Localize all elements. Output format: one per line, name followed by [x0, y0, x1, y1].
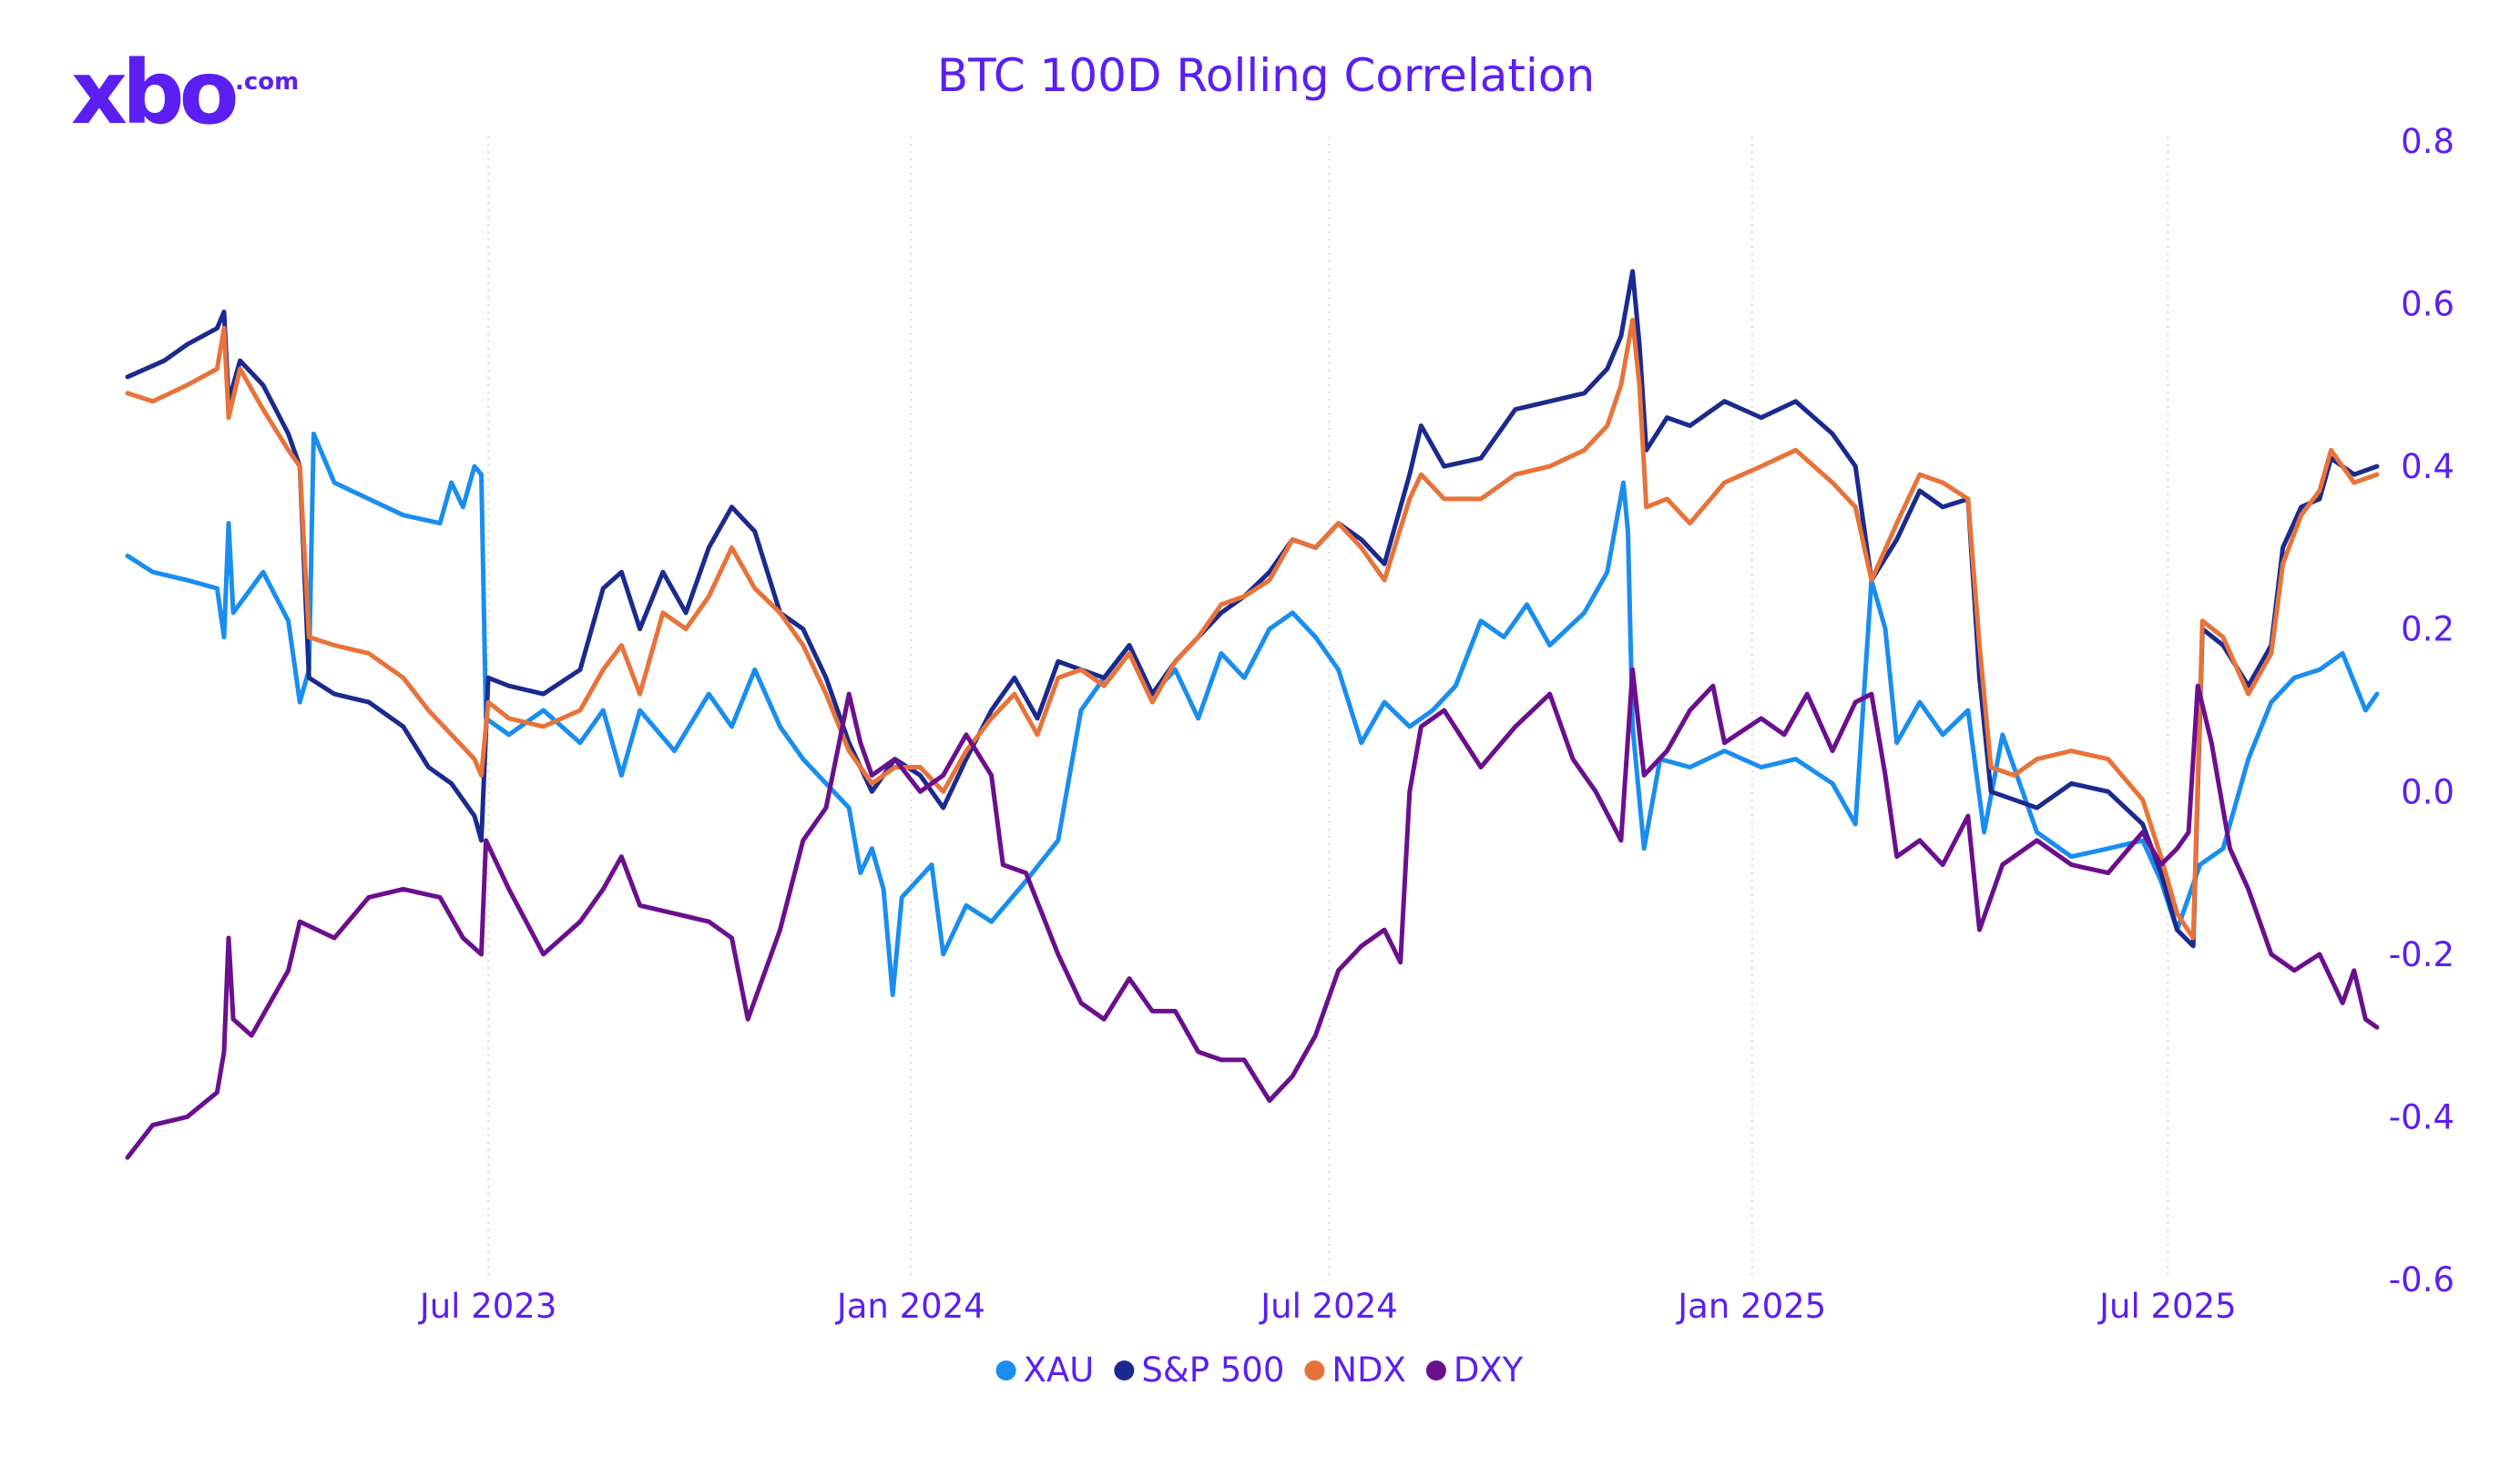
legend-marker-xau [995, 1360, 1016, 1381]
series-line-ndx [125, 317, 2380, 941]
y-tick-label: 0.2 [2401, 610, 2454, 649]
series-line-xau [125, 431, 2380, 997]
legend-marker-s-p-500 [1114, 1360, 1135, 1381]
legend-label-dxy[interactable]: DXY [1454, 1350, 1524, 1390]
x-tick-label: Jul 2024 [1259, 1287, 1398, 1326]
legend-label-xau[interactable]: XAU [1024, 1350, 1095, 1390]
x-tick-label: Jan 2025 [1676, 1287, 1826, 1326]
y-tick-label: -0.6 [2389, 1260, 2454, 1299]
chart-title: BTC 100D Rolling Correlation [937, 49, 1595, 102]
legend-marker-dxy [1425, 1360, 1446, 1381]
legend: XAU S&P 500 NDX DXY [995, 1350, 1524, 1390]
x-axis: Jul 2023 Jan 2024 Jul 2024 Jan 2025 Jul 2025 [418, 1287, 2237, 1326]
y-tick-label: 0.8 [2401, 122, 2454, 161]
y-tick-label: -0.4 [2389, 1097, 2454, 1136]
y-axis: 0.8 0.6 0.4 0.2 0.0 -0.2 -0.4 -0.6 [2389, 122, 2454, 1299]
logo-domain-suffix: .com [235, 68, 299, 96]
series-lines [125, 269, 2380, 1160]
y-tick-label: -0.2 [2389, 935, 2454, 974]
logo-wordmark: xbo [71, 42, 236, 144]
legend-label-ndx[interactable]: NDX [1331, 1350, 1406, 1390]
y-tick-label: 0.0 [2401, 772, 2454, 811]
y-tick-label: 0.4 [2401, 447, 2454, 486]
x-tick-label: Jul 2023 [418, 1287, 557, 1326]
x-tick-label: Jul 2025 [2097, 1287, 2237, 1326]
y-tick-label: 0.6 [2401, 285, 2454, 324]
legend-label-s-p-500[interactable]: S&P 500 [1141, 1350, 1284, 1390]
legend-marker-ndx [1304, 1360, 1325, 1381]
x-tick-label: Jan 2024 [835, 1287, 985, 1326]
brand-logo: xbo .com [71, 42, 299, 144]
series-line-dxy [125, 667, 2380, 1160]
